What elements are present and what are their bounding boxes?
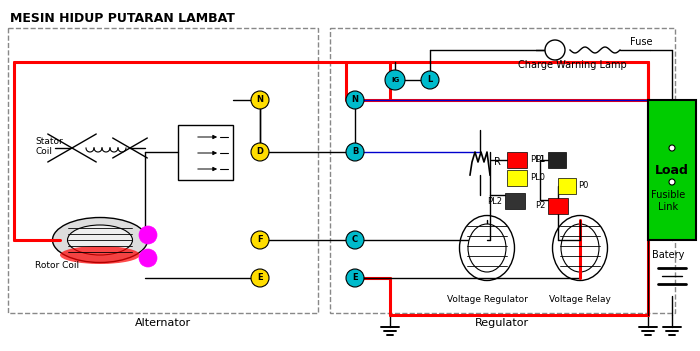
- Text: Charge Warning Lamp: Charge Warning Lamp: [518, 60, 626, 70]
- Text: Load: Load: [655, 164, 689, 177]
- Text: P0: P0: [578, 181, 589, 191]
- Circle shape: [421, 71, 439, 89]
- Text: Fuse: Fuse: [630, 37, 652, 47]
- Bar: [548, 152, 566, 168]
- Text: N: N: [256, 95, 263, 105]
- Text: Stator: Stator: [35, 138, 63, 146]
- Circle shape: [251, 91, 269, 109]
- Text: PL1: PL1: [530, 155, 545, 165]
- Text: PL0: PL0: [530, 173, 545, 183]
- Circle shape: [346, 143, 364, 161]
- Bar: [507, 170, 527, 186]
- Text: Voltage Relay: Voltage Relay: [549, 296, 611, 305]
- Text: F: F: [257, 236, 262, 245]
- Circle shape: [545, 40, 565, 60]
- Text: C: C: [352, 236, 358, 245]
- Text: PL2: PL2: [487, 197, 502, 205]
- Circle shape: [669, 145, 675, 151]
- Ellipse shape: [552, 216, 608, 280]
- Circle shape: [251, 269, 269, 287]
- Bar: [507, 152, 527, 168]
- Ellipse shape: [67, 225, 132, 255]
- Text: Regulator: Regulator: [475, 318, 529, 328]
- Text: N: N: [351, 95, 358, 105]
- Bar: [178, 125, 233, 180]
- Bar: [558, 178, 576, 194]
- Bar: [648, 100, 696, 240]
- Text: R: R: [494, 157, 501, 167]
- Circle shape: [346, 91, 364, 109]
- Text: P1: P1: [535, 155, 545, 165]
- Text: P2: P2: [535, 201, 545, 211]
- Bar: [505, 193, 525, 209]
- Circle shape: [139, 249, 157, 267]
- Circle shape: [346, 269, 364, 287]
- Bar: [548, 198, 568, 214]
- Ellipse shape: [52, 218, 148, 263]
- Text: B: B: [352, 147, 358, 157]
- Circle shape: [251, 143, 269, 161]
- Text: Batery: Batery: [652, 250, 684, 260]
- Text: Coil: Coil: [35, 147, 52, 157]
- Text: Fusible: Fusible: [651, 190, 685, 200]
- Text: Rotor Coil: Rotor Coil: [35, 260, 79, 270]
- Text: D: D: [256, 147, 263, 157]
- Text: Alternator: Alternator: [135, 318, 191, 328]
- Text: E: E: [352, 273, 358, 283]
- Text: Voltage Regulator: Voltage Regulator: [447, 296, 527, 305]
- Text: L: L: [428, 75, 433, 85]
- Circle shape: [251, 231, 269, 249]
- Circle shape: [346, 231, 364, 249]
- Text: MESIN HIDUP PUTARAN LAMBAT: MESIN HIDUP PUTARAN LAMBAT: [10, 12, 235, 25]
- Circle shape: [669, 179, 675, 185]
- Ellipse shape: [561, 224, 599, 272]
- Circle shape: [385, 70, 405, 90]
- Text: Link: Link: [658, 202, 678, 212]
- Circle shape: [139, 226, 157, 244]
- Text: IG: IG: [391, 77, 399, 83]
- Ellipse shape: [459, 216, 514, 280]
- Ellipse shape: [468, 224, 506, 272]
- Text: E: E: [257, 273, 262, 283]
- Ellipse shape: [60, 246, 140, 264]
